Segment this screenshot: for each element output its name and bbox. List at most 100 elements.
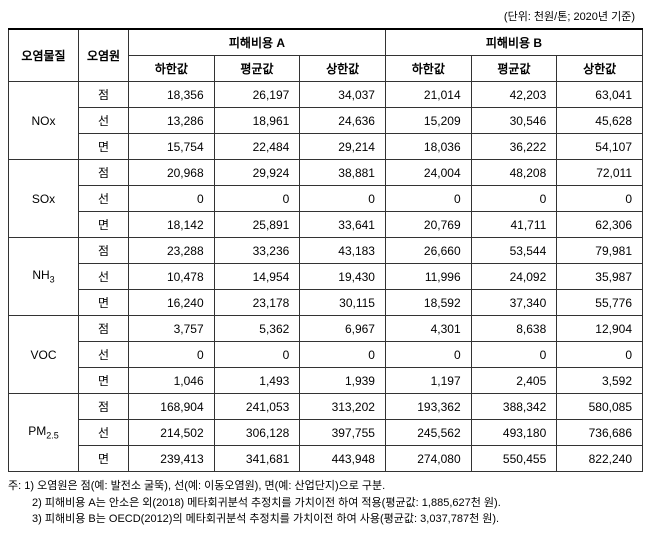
value-cell: 16,240 — [129, 290, 215, 316]
value-cell: 443,948 — [300, 446, 386, 472]
value-cell: 5,362 — [214, 316, 300, 342]
value-cell: 550,455 — [471, 446, 557, 472]
value-cell: 38,881 — [300, 160, 386, 186]
table-row: NH3점23,28833,23643,18326,66053,54479,981 — [9, 238, 643, 264]
value-cell: 18,036 — [385, 134, 471, 160]
value-cell: 23,288 — [129, 238, 215, 264]
table-row: 선214,502306,128397,755245,562493,180736,… — [9, 420, 643, 446]
value-cell: 8,638 — [471, 316, 557, 342]
value-cell: 18,592 — [385, 290, 471, 316]
table-row: PM2.5점168,904241,053313,202193,362388,34… — [9, 394, 643, 420]
value-cell: 24,636 — [300, 108, 386, 134]
value-cell: 1,197 — [385, 368, 471, 394]
value-cell: 397,755 — [300, 420, 386, 446]
pollutant-cell: PM2.5 — [9, 394, 79, 472]
note-1: 주: 1) 오염원은 점(예: 발전소 굴뚝), 선(예: 이동오염원), 면(… — [8, 478, 643, 495]
table-row: 면1,0461,4931,9391,1972,4053,592 — [9, 368, 643, 394]
value-cell: 24,092 — [471, 264, 557, 290]
source-cell: 선 — [79, 264, 129, 290]
source-cell: 면 — [79, 212, 129, 238]
header-a-low: 하한값 — [129, 56, 215, 82]
value-cell: 0 — [300, 186, 386, 212]
value-cell: 388,342 — [471, 394, 557, 420]
value-cell: 20,968 — [129, 160, 215, 186]
source-cell: 점 — [79, 238, 129, 264]
value-cell: 37,340 — [471, 290, 557, 316]
header-b-high: 상한값 — [557, 56, 643, 82]
table-row: 선000000 — [9, 186, 643, 212]
source-cell: 선 — [79, 186, 129, 212]
value-cell: 18,142 — [129, 212, 215, 238]
value-cell: 0 — [214, 186, 300, 212]
source-cell: 면 — [79, 134, 129, 160]
table-row: SOx점20,96829,92438,88124,00448,20872,011 — [9, 160, 643, 186]
value-cell: 241,053 — [214, 394, 300, 420]
table-row: 선10,47814,95419,43011,99624,09235,987 — [9, 264, 643, 290]
header-source: 오염원 — [79, 29, 129, 82]
value-cell: 18,356 — [129, 82, 215, 108]
pollutant-cell: NH3 — [9, 238, 79, 316]
value-cell: 4,301 — [385, 316, 471, 342]
source-cell: 선 — [79, 342, 129, 368]
value-cell: 168,904 — [129, 394, 215, 420]
table-row: 면15,75422,48429,21418,03636,22254,107 — [9, 134, 643, 160]
value-cell: 493,180 — [471, 420, 557, 446]
value-cell: 11,996 — [385, 264, 471, 290]
value-cell: 0 — [385, 342, 471, 368]
value-cell: 13,286 — [129, 108, 215, 134]
table-row: 면18,14225,89133,64120,76941,71162,306 — [9, 212, 643, 238]
value-cell: 12,904 — [557, 316, 643, 342]
table-row: 면16,24023,17830,11518,59237,34055,776 — [9, 290, 643, 316]
table-body: NOx점18,35626,19734,03721,01442,20363,041… — [9, 82, 643, 472]
pollutant-cell: VOC — [9, 316, 79, 394]
value-cell: 0 — [385, 186, 471, 212]
value-cell: 35,987 — [557, 264, 643, 290]
value-cell: 23,178 — [214, 290, 300, 316]
value-cell: 33,236 — [214, 238, 300, 264]
source-cell: 점 — [79, 160, 129, 186]
value-cell: 0 — [471, 186, 557, 212]
damage-cost-table: 오염물질 오염원 피해비용 A 피해비용 B 하한값 평균값 상한값 하한값 평… — [8, 28, 643, 472]
value-cell: 2,405 — [471, 368, 557, 394]
header-a-high: 상한값 — [300, 56, 386, 82]
source-cell: 면 — [79, 446, 129, 472]
value-cell: 0 — [129, 342, 215, 368]
value-cell: 3,592 — [557, 368, 643, 394]
header-cost-b: 피해비용 B — [385, 29, 642, 56]
value-cell: 0 — [129, 186, 215, 212]
value-cell: 6,967 — [300, 316, 386, 342]
value-cell: 29,214 — [300, 134, 386, 160]
value-cell: 239,413 — [129, 446, 215, 472]
footnotes: 주: 1) 오염원은 점(예: 발전소 굴뚝), 선(예: 이동오염원), 면(… — [8, 478, 643, 528]
source-cell: 점 — [79, 394, 129, 420]
table-row: VOC점3,7575,3626,9674,3018,63812,904 — [9, 316, 643, 342]
value-cell: 45,628 — [557, 108, 643, 134]
value-cell: 36,222 — [471, 134, 557, 160]
value-cell: 0 — [300, 342, 386, 368]
value-cell: 1,493 — [214, 368, 300, 394]
value-cell: 63,041 — [557, 82, 643, 108]
value-cell: 48,208 — [471, 160, 557, 186]
value-cell: 15,209 — [385, 108, 471, 134]
value-cell: 580,085 — [557, 394, 643, 420]
value-cell: 313,202 — [300, 394, 386, 420]
header-b-mean: 평균값 — [471, 56, 557, 82]
value-cell: 10,478 — [129, 264, 215, 290]
value-cell: 19,430 — [300, 264, 386, 290]
value-cell: 54,107 — [557, 134, 643, 160]
header-cost-a: 피해비용 A — [129, 29, 386, 56]
value-cell: 18,961 — [214, 108, 300, 134]
note-3: 3) 피해비용 B는 OECD(2012)의 메타회귀분석 추정치를 가치이전 … — [8, 511, 643, 528]
pollutant-cell: SOx — [9, 160, 79, 238]
value-cell: 43,183 — [300, 238, 386, 264]
value-cell: 3,757 — [129, 316, 215, 342]
value-cell: 41,711 — [471, 212, 557, 238]
value-cell: 0 — [214, 342, 300, 368]
source-cell: 점 — [79, 82, 129, 108]
value-cell: 0 — [557, 186, 643, 212]
source-cell: 점 — [79, 316, 129, 342]
source-cell: 선 — [79, 420, 129, 446]
value-cell: 21,014 — [385, 82, 471, 108]
value-cell: 55,776 — [557, 290, 643, 316]
table-row: 선000000 — [9, 342, 643, 368]
